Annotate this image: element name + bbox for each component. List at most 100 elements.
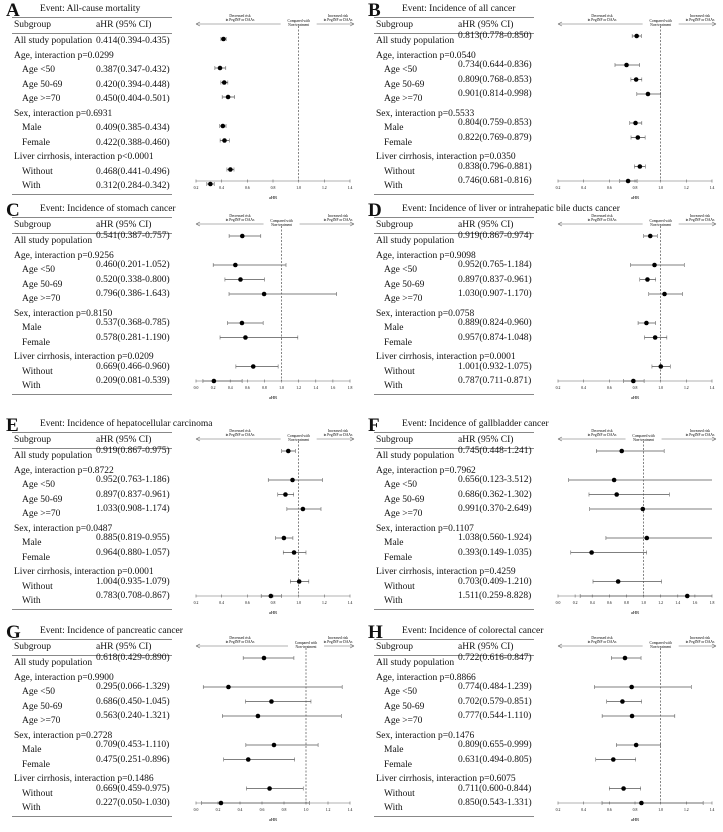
row-label: Age >=70 [22, 294, 61, 304]
table-row: Age 50-69 0.520(0.338-0.800) [12, 275, 172, 293]
row-ahr-value: 0.450(0.404-0.501) [96, 94, 170, 104]
table-row: With 0.787(0.711-0.871) [374, 376, 534, 394]
row-ahr-value: 0.787(0.711-0.871) [458, 376, 532, 386]
left-arrow-head [557, 643, 563, 647]
row-ahr-value: 0.541(0.387-0.757) [96, 231, 170, 241]
point-estimate [208, 181, 213, 187]
subgroup-table: Subgroup aHR (95% CI) All study population… [12, 17, 172, 195]
table-header: Subgroup aHR (95% CI) [374, 18, 534, 34]
point-estimate [211, 378, 217, 384]
reference-label: Non-treatment [271, 223, 292, 227]
row-label: Liver cirrhosis, interaction p=0.0001 [14, 567, 154, 577]
reference-label: Compared with [650, 219, 672, 223]
table-row: Male 0.409(0.385-0.434) [12, 121, 172, 136]
table-row: Age <50 0.952(0.763-1.186) [12, 475, 172, 493]
row-ahr-value: 0.686(0.450-1.045) [96, 696, 170, 707]
table-row: Age 50-69 0.686(0.450-1.045) [12, 696, 172, 715]
right-arrow-head [711, 221, 717, 225]
x-tick-label: 1.2 [684, 808, 689, 812]
row-ahr-value: 1.033(0.908-1.174) [96, 504, 170, 514]
increased-risk-label: in PegINF or DAAs [324, 640, 353, 644]
row-ahr-value: 1.004(0.935-1.079) [96, 576, 170, 587]
increased-risk-label: in PegINF or DAAs [686, 18, 715, 22]
left-arrow-head [195, 643, 201, 647]
reference-label: Compared with [295, 641, 317, 645]
table-row: Without 1.004(0.935-1.079) [12, 576, 172, 595]
point-estimate [647, 233, 653, 239]
row-label: Age 50-69 [22, 79, 63, 90]
row-ahr-value: 0.295(0.066-1.329) [96, 682, 170, 692]
point-estimate [625, 178, 631, 184]
table-row: Male 1.038(0.560-1.924) [374, 533, 534, 551]
reference-label: Compared with [632, 434, 654, 438]
forest-plot: Decreased risk in PegINF or DAAs Compared … [194, 636, 355, 822]
increased-risk-label: in PegINF or DAAs [686, 433, 715, 437]
row-label: All study population [376, 658, 455, 668]
row-label: Age 50-69 [384, 279, 425, 290]
row-label: Age >=70 [384, 509, 423, 519]
ahr-header: aHR (95% CI) [96, 435, 152, 445]
row-label: Liver cirrhosis, interaction p=0.0209 [14, 352, 154, 362]
row-ahr-value: 0.774(0.484-1.239) [458, 682, 532, 692]
row-ahr-value: 0.227(0.050-1.030) [96, 798, 170, 808]
row-label: All study population [14, 236, 93, 246]
increased-risk-label: in PegINF or DAAs [686, 640, 715, 644]
decreased-risk-label: in PegINF or DAAs [588, 433, 617, 437]
table-row: Age >=70 1.033(0.908-1.174) [12, 504, 172, 522]
right-arrow-head [711, 223, 717, 227]
point-estimate [615, 579, 621, 584]
row-ahr-value: 0.822(0.769-0.879) [458, 132, 532, 143]
subgroup-table: Subgroup aHR (95% CI) All study population… [12, 639, 172, 817]
row-label: Age 50-69 [22, 701, 63, 712]
row-label: With [384, 181, 403, 191]
row-ahr-value: 0.897(0.837-0.961) [96, 489, 170, 500]
row-label: Without [384, 366, 415, 377]
row-ahr-value: 0.796(0.386-1.643) [96, 289, 170, 299]
decreased-risk-label: Decreased risk [229, 636, 250, 640]
row-label: Age, interaction p=0.9256 [14, 250, 114, 261]
panel-letter: G [6, 622, 21, 643]
row-ahr-value: 0.813(0.778-0.850) [458, 31, 532, 41]
increased-risk-label: Increased risk [690, 14, 710, 18]
x-tick-label: 1.6 [693, 601, 698, 605]
panel-title: Event: Incidence of hepatocellular carci… [40, 419, 213, 429]
left-arrow-head [557, 645, 563, 649]
panel-letter: H [368, 622, 383, 643]
table-row: Female 0.631(0.494-0.805) [374, 755, 534, 773]
panel-title: Event: Incidence of liver or intrahepati… [402, 204, 620, 214]
row-ahr-value: 0.711(0.600-0.844) [458, 783, 532, 794]
group-header-row: Sex, interaction p=0.8150 [12, 307, 172, 322]
row-label: Age >=70 [384, 294, 423, 304]
row-label: Liver cirrhosis, interaction p=0.0001 [376, 352, 516, 362]
row-label: Liver cirrhosis, interaction p=0.0350 [376, 152, 516, 162]
row-label: Liver cirrhosis, interaction p=0.4259 [376, 567, 516, 577]
increased-risk-label: Increased risk [328, 214, 348, 218]
reference-label: Non-treatment [650, 645, 671, 649]
group-header-row: Sex, interaction p=0.5533 [374, 107, 534, 122]
table-row: With 1.511(0.259-8.828) [374, 591, 534, 609]
point-estimate [645, 277, 650, 282]
point-estimate [662, 291, 667, 297]
row-ahr-value: 0.537(0.368-0.785) [96, 318, 170, 328]
row-ahr-value: 0.702(0.579-0.851) [458, 696, 532, 707]
increased-risk-label: in PegINF or DAAs [324, 18, 353, 22]
x-tick-label: 0.2 [211, 386, 216, 390]
group-header-row: Liver cirrhosis, interaction p=0.0001 [12, 565, 172, 580]
row-label: Age >=70 [384, 716, 423, 726]
left-arrow-head [195, 436, 201, 440]
point-estimate [634, 33, 639, 39]
row-label: Male [22, 123, 42, 133]
x-tick-label: 0.6 [607, 386, 612, 390]
x-axis-label: aHR [269, 817, 277, 822]
row-ahr-value: 0.703(0.409-1.210) [458, 576, 532, 587]
forest-panel-e: E Event: Incidence of hepatocellular carc… [0, 415, 361, 622]
table-row: Without 0.711(0.600-0.844) [374, 783, 534, 802]
x-tick-label: 0.6 [245, 601, 250, 605]
group-header-row: Sex, interaction p=0.1476 [374, 729, 534, 744]
row-label: Without [384, 581, 415, 592]
left-arrow-head [557, 221, 563, 225]
subgroup-table: Subgroup aHR (95% CI) All study population… [374, 639, 534, 817]
row-ahr-value: 0.783(0.708-0.867) [96, 591, 170, 601]
right-arrow-head [711, 436, 717, 440]
